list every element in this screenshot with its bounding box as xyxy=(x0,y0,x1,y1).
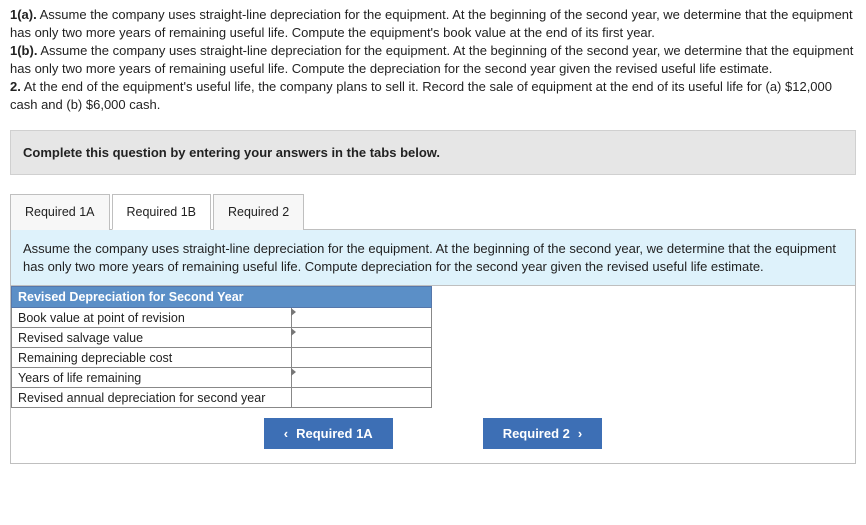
tab-required-1b[interactable]: Required 1B xyxy=(112,194,212,230)
dropdown-icon xyxy=(291,368,296,376)
row-label-depreciable-cost: Remaining depreciable cost xyxy=(12,348,292,368)
tab-panel: Assume the company uses straight-line de… xyxy=(10,229,856,464)
question-para-2: 2. At the end of the equipment's useful … xyxy=(10,78,856,113)
question-2-text: At the end of the equipment's useful lif… xyxy=(10,79,832,112)
question-para-1b: 1(b). Assume the company uses straight-l… xyxy=(10,42,856,77)
chevron-right-icon: › xyxy=(578,426,582,441)
question-1b-text: Assume the company uses straight-line de… xyxy=(10,43,853,76)
question-text: 1(a). Assume the company uses straight-l… xyxy=(0,0,866,126)
tab-strip: Required 1A Required 1B Required 2 xyxy=(10,193,856,229)
panel-body: Revised Depreciation for Second Year Boo… xyxy=(11,286,855,463)
row-label-salvage: Revised salvage value xyxy=(12,328,292,348)
input-salvage[interactable] xyxy=(292,328,432,348)
prev-label: Required 1A xyxy=(296,426,373,441)
next-label: Required 2 xyxy=(503,426,570,441)
row-label-revised-annual: Revised annual depreciation for second y… xyxy=(12,388,292,408)
input-years-remaining[interactable] xyxy=(292,368,432,388)
prev-button[interactable]: ‹ Required 1A xyxy=(264,418,393,449)
dropdown-icon xyxy=(291,328,296,336)
question-para-1a: 1(a). Assume the company uses straight-l… xyxy=(10,6,856,41)
dropdown-icon xyxy=(291,308,296,316)
input-revised-annual[interactable] xyxy=(292,388,432,408)
row-label-years-remaining: Years of life remaining xyxy=(12,368,292,388)
nav-buttons: ‹ Required 1A Required 2 › xyxy=(11,408,855,453)
calc-table: Revised Depreciation for Second Year Boo… xyxy=(11,286,432,408)
next-button[interactable]: Required 2 › xyxy=(483,418,603,449)
input-depreciable-cost[interactable] xyxy=(292,348,432,368)
tab-required-2[interactable]: Required 2 xyxy=(213,194,304,230)
calc-table-header: Revised Depreciation for Second Year xyxy=(12,287,432,308)
panel-description: Assume the company uses straight-line de… xyxy=(11,230,855,286)
input-book-value[interactable] xyxy=(292,308,432,328)
question-1a-text: Assume the company uses straight-line de… xyxy=(10,7,853,40)
row-label-book-value: Book value at point of revision xyxy=(12,308,292,328)
tab-required-1a[interactable]: Required 1A xyxy=(10,194,110,230)
chevron-left-icon: ‹ xyxy=(284,426,288,441)
instruction-bar: Complete this question by entering your … xyxy=(10,130,856,175)
